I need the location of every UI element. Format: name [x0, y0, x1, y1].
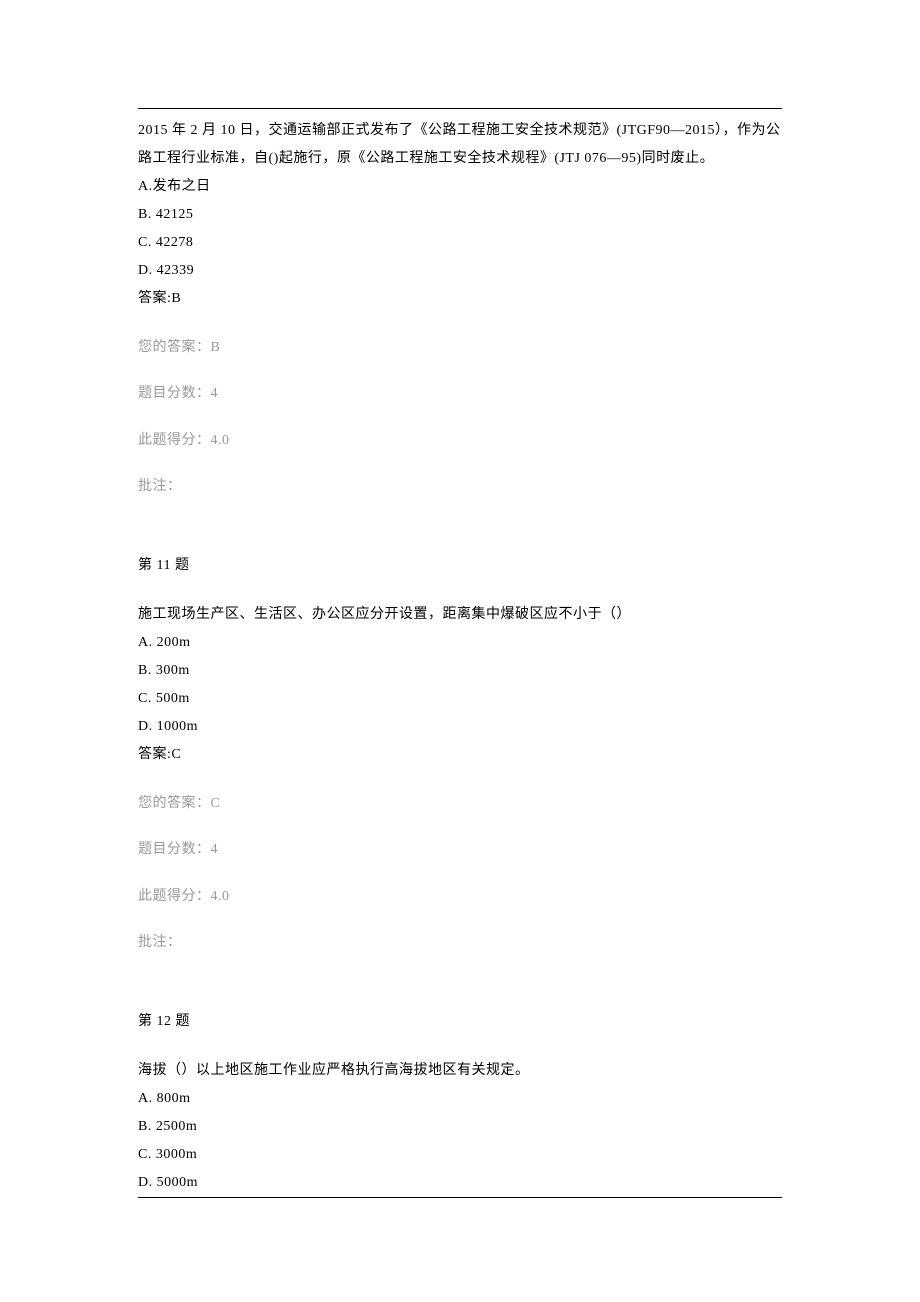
- question-12-option-b: B. 2500m: [138, 1113, 782, 1141]
- question-11-your-answer: 您的答案：C: [138, 793, 782, 815]
- question-10-text: 2015 年 2 月 10 日，交通运输部正式发布了《公路工程施工安全技术规范》…: [138, 117, 782, 173]
- question-11-score: 题目分数：4: [138, 839, 782, 861]
- question-10-option-b: B. 42125: [138, 201, 782, 229]
- question-11-option-c: C. 500m: [138, 685, 782, 713]
- question-10-score: 题目分数：4: [138, 383, 782, 405]
- question-11-option-b: B. 300m: [138, 657, 782, 685]
- question-12-option-a: A. 800m: [138, 1085, 782, 1113]
- question-12-option-c: C. 3000m: [138, 1141, 782, 1169]
- question-11-header: 第 11 题: [138, 555, 782, 577]
- question-11-text: 施工现场生产区、生活区、办公区应分开设置，距离集中爆破区应不小于（）: [138, 601, 782, 629]
- question-10-obtained: 此题得分：4.0: [138, 430, 782, 452]
- question-10-option-d: D. 42339: [138, 257, 782, 285]
- question-11-option-d: D. 1000m: [138, 713, 782, 741]
- question-11-note: 批注：: [138, 932, 782, 954]
- question-11-obtained: 此题得分：4.0: [138, 886, 782, 908]
- question-10-block: 2015 年 2 月 10 日，交通运输部正式发布了《公路工程施工安全技术规范》…: [138, 109, 782, 499]
- question-12-option-d: D. 5000m: [138, 1169, 782, 1197]
- question-12-text: 海拔（）以上地区施工作业应严格执行高海拔地区有关规定。: [138, 1057, 782, 1085]
- document-content: 2015 年 2 月 10 日，交通运输部正式发布了《公路工程施工安全技术规范》…: [138, 108, 782, 1198]
- question-12-header: 第 12 题: [138, 1011, 782, 1033]
- question-11-option-a: A. 200m: [138, 629, 782, 657]
- question-10-answer: 答案:B: [138, 285, 782, 313]
- question-11-answer: 答案:C: [138, 741, 782, 769]
- question-10-note: 批注：: [138, 476, 782, 498]
- question-10-your-answer: 您的答案：B: [138, 337, 782, 359]
- question-10-option-a: A.发布之日: [138, 173, 782, 201]
- question-12-block: 海拔（）以上地区施工作业应严格执行高海拔地区有关规定。 A. 800m B. 2…: [138, 1057, 782, 1198]
- question-11-block: 施工现场生产区、生活区、办公区应分开设置，距离集中爆破区应不小于（） A. 20…: [138, 601, 782, 955]
- question-10-option-c: C. 42278: [138, 229, 782, 257]
